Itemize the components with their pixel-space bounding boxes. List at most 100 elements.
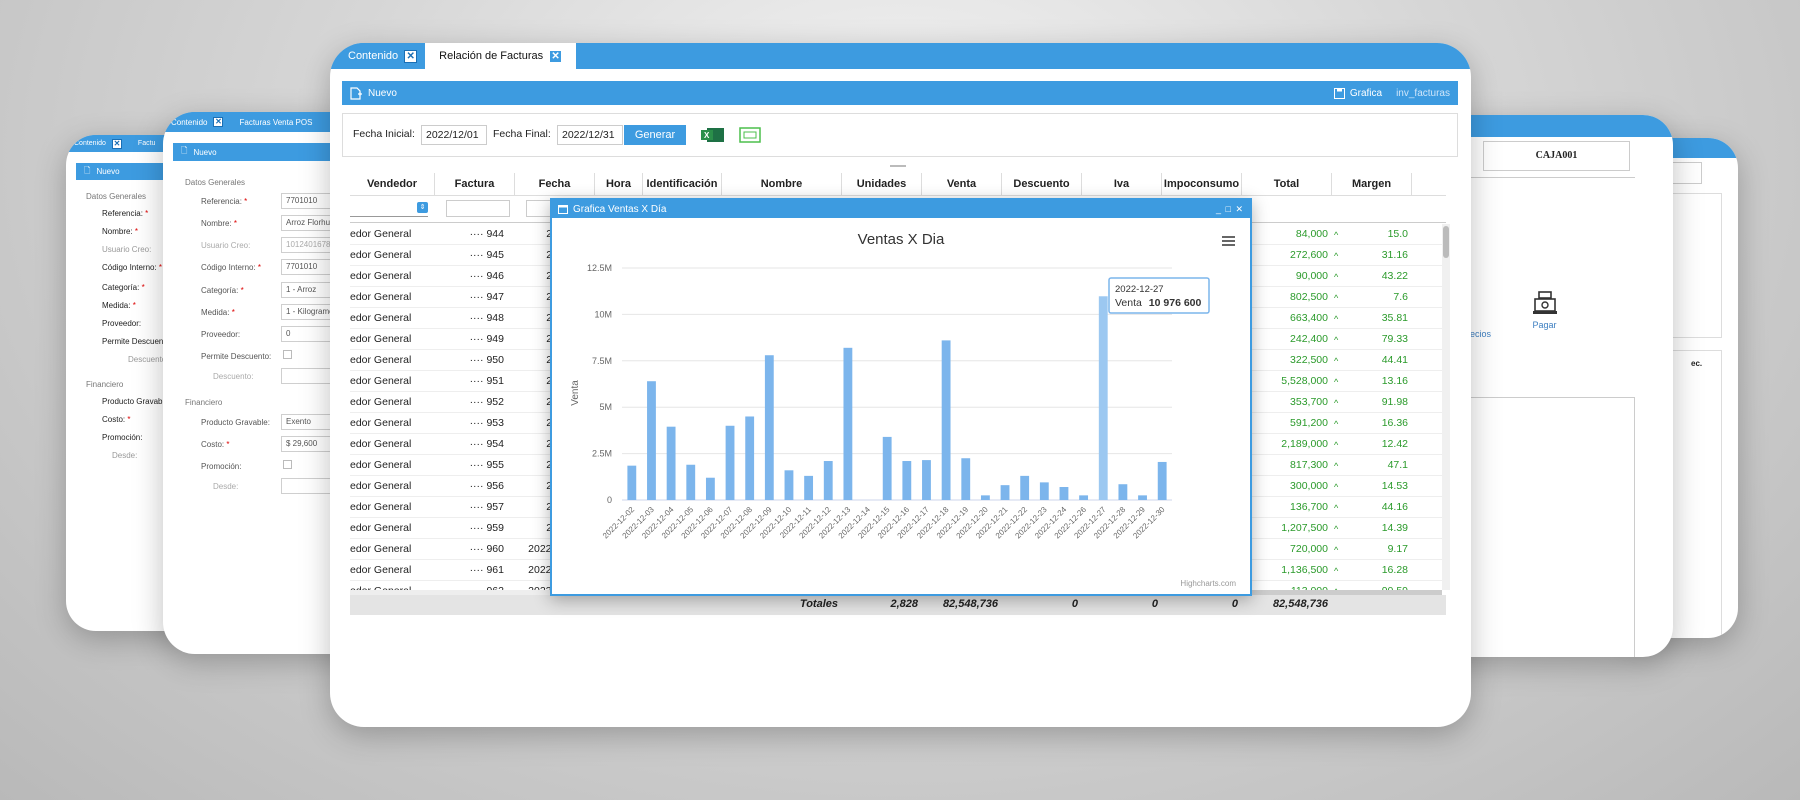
bar[interactable] bbox=[1079, 495, 1089, 500]
vendedor-filter-select[interactable]: ⇕ bbox=[350, 200, 428, 217]
close-icon[interactable]: ✕ bbox=[213, 117, 224, 127]
col-venta[interactable]: Venta bbox=[922, 173, 1002, 195]
scrollbar-thumb[interactable] bbox=[1443, 226, 1449, 258]
col-fecha[interactable]: Fecha bbox=[515, 173, 595, 195]
bar[interactable] bbox=[980, 495, 990, 500]
right-lower-panel bbox=[1395, 397, 1635, 657]
close-icon[interactable]: ✕ bbox=[549, 49, 563, 63]
col-vendedor[interactable]: Vendedor bbox=[350, 173, 435, 195]
popup-title: Grafica Ventas X Día bbox=[573, 203, 667, 215]
cell-total: 802,500 bbox=[1290, 291, 1328, 303]
left-tab-factu[interactable]: Factu bbox=[129, 135, 164, 152]
fecha-inicial-input[interactable]: 2022/12/01 bbox=[421, 125, 487, 145]
chart-popup[interactable]: Grafica Ventas X Día _ □ ✕ Ventas X Dia … bbox=[550, 198, 1252, 596]
bar[interactable] bbox=[764, 355, 774, 500]
bar[interactable] bbox=[804, 475, 814, 500]
bar[interactable] bbox=[1039, 482, 1049, 500]
promocion-checkbox[interactable] bbox=[283, 460, 292, 469]
new-document-icon bbox=[350, 86, 362, 100]
pagar-button[interactable]: Pagar bbox=[1507, 285, 1582, 345]
bar[interactable] bbox=[1098, 296, 1108, 500]
nuevo-button[interactable]: Nuevo bbox=[350, 86, 397, 100]
bar[interactable] bbox=[1059, 487, 1069, 500]
bar[interactable] bbox=[725, 425, 735, 500]
bar[interactable] bbox=[705, 477, 715, 500]
bar[interactable] bbox=[647, 381, 656, 500]
col-impoconsumo[interactable]: Impoconsumo bbox=[1162, 173, 1242, 195]
col-total[interactable]: Total bbox=[1242, 173, 1332, 195]
bar[interactable] bbox=[1020, 475, 1030, 500]
excel-icon[interactable]: X bbox=[701, 126, 725, 144]
highcharts-credits[interactable]: Highcharts.com bbox=[1180, 579, 1236, 588]
grafica-button[interactable]: Grafica bbox=[1333, 87, 1382, 99]
cell-margen: 44.16 bbox=[1381, 501, 1408, 513]
cell-vendedor: edor General bbox=[350, 581, 435, 590]
close-icon[interactable]: ✕ bbox=[404, 49, 418, 63]
tab-relacion-facturas[interactable]: Relación de Facturas ✕ bbox=[425, 43, 577, 69]
cell-vendedor: edor General bbox=[350, 459, 412, 471]
second-tab-contenido-label: Contenido bbox=[171, 117, 208, 127]
bar[interactable] bbox=[627, 465, 637, 500]
bar[interactable] bbox=[686, 464, 696, 500]
cell-vendedor: edor General bbox=[350, 228, 412, 240]
left-label-categoria: Categoría: bbox=[102, 283, 145, 292]
new-doc-icon: 🗋 bbox=[181, 146, 188, 155]
splitter-handle[interactable] bbox=[890, 165, 906, 167]
popup-titlebar[interactable]: Grafica Ventas X Día _ □ ✕ bbox=[552, 200, 1250, 218]
col-factura[interactable]: Factura bbox=[435, 173, 515, 195]
vertical-scrollbar[interactable] bbox=[1442, 224, 1450, 590]
cell-margen: 90.59 bbox=[1332, 581, 1408, 590]
col-nombre[interactable]: Nombre bbox=[722, 173, 842, 195]
second-tab-facturas[interactable]: Facturas Venta POS bbox=[231, 112, 321, 132]
bar[interactable] bbox=[961, 458, 971, 500]
second-label-9: Producto Gravable: bbox=[201, 418, 270, 427]
col-margen[interactable]: Margen bbox=[1332, 173, 1412, 195]
col-identificacion[interactable]: Identificación bbox=[643, 173, 722, 195]
hamburger-menu-icon[interactable] bbox=[1222, 236, 1235, 246]
col-unidades[interactable]: Unidades bbox=[842, 173, 922, 195]
inv-facturas-link[interactable]: inv_facturas bbox=[1396, 87, 1450, 99]
bar[interactable] bbox=[1138, 495, 1147, 500]
window-controls[interactable]: _ □ ✕ bbox=[1216, 203, 1244, 214]
second-nuevo-bar[interactable]: 🗋 Nuevo bbox=[173, 143, 378, 161]
generar-button[interactable]: Generar bbox=[624, 125, 686, 145]
left-label-referencia: Referencia: bbox=[102, 209, 148, 218]
up-arrow-icon: ^ bbox=[1334, 419, 1339, 429]
bar[interactable] bbox=[745, 416, 755, 500]
col-hora[interactable]: Hora bbox=[595, 173, 643, 195]
right-separator bbox=[1395, 177, 1635, 178]
col-iva[interactable]: Iva bbox=[1082, 173, 1162, 195]
second-label-10: Costo: bbox=[201, 440, 229, 449]
second-tab-contenido[interactable]: Contenido ✕ bbox=[163, 112, 232, 132]
bar[interactable] bbox=[843, 347, 853, 500]
close-icon[interactable]: ✕ bbox=[111, 138, 122, 149]
bar[interactable] bbox=[784, 470, 794, 500]
export-icon[interactable] bbox=[737, 125, 763, 145]
cell-total: 2,189,000 bbox=[1281, 438, 1328, 450]
bar[interactable] bbox=[666, 426, 676, 500]
cell-factura: ···· 944 bbox=[469, 228, 504, 240]
cell-margen: 9.17 bbox=[1387, 543, 1408, 555]
tab-contenido[interactable]: Contenido ✕ bbox=[330, 43, 426, 69]
left-tab-contenido[interactable]: Contenido ✕ bbox=[66, 135, 130, 152]
y-tick-label: 12.5M bbox=[587, 263, 612, 273]
cell-factura: ···· 961 bbox=[469, 564, 504, 576]
bar[interactable] bbox=[823, 461, 833, 500]
fecha-final-input[interactable]: 2022/12/31 bbox=[557, 125, 623, 145]
bar[interactable] bbox=[1157, 461, 1167, 500]
pagar-label: Pagar bbox=[1532, 320, 1557, 330]
col-descuento[interactable]: Descuento bbox=[1002, 173, 1082, 195]
bar[interactable] bbox=[882, 436, 892, 500]
bar[interactable] bbox=[902, 461, 912, 500]
bar[interactable] bbox=[1000, 485, 1010, 500]
permite-descuento-checkbox[interactable] bbox=[283, 350, 292, 359]
precios-label[interactable]: ecios bbox=[1470, 329, 1492, 339]
factura-filter-input[interactable] bbox=[446, 200, 510, 217]
bar[interactable] bbox=[922, 460, 931, 500]
left-label-promocion: Promoción: bbox=[102, 433, 143, 442]
dropdown-icon[interactable]: ⇕ bbox=[417, 202, 428, 213]
bar[interactable] bbox=[1118, 484, 1128, 500]
second-label-2: Usuario Creo: bbox=[201, 241, 251, 250]
cell-factura: ···· 962 bbox=[440, 581, 504, 590]
bar[interactable] bbox=[941, 340, 951, 500]
